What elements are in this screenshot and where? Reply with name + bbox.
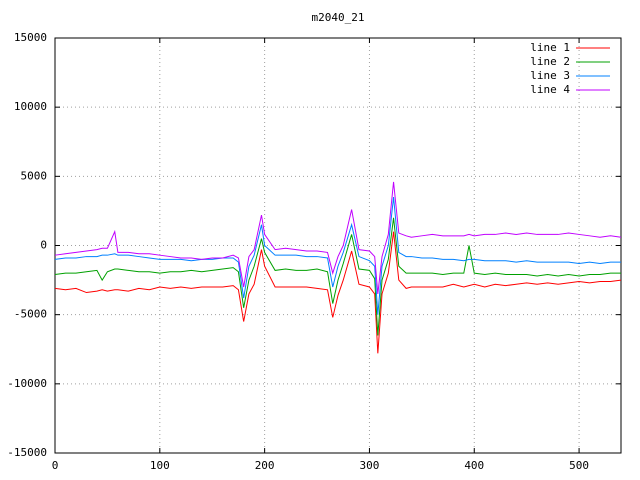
chart-title: m2040_21	[312, 11, 365, 24]
x-tick-label: 0	[52, 459, 59, 472]
x-tick-label: 100	[150, 459, 170, 472]
data-line	[54, 231, 622, 354]
plot-frame	[54, 37, 622, 454]
data-line	[54, 181, 622, 294]
x-tick-label: 400	[464, 459, 484, 472]
data-line	[54, 217, 621, 336]
y-tick-label: 0	[40, 239, 47, 252]
y-tick-label: -5000	[14, 308, 47, 321]
y-tick-label: 5000	[21, 169, 48, 182]
legend-label: line 3	[530, 69, 570, 82]
y-tick-label: 15000	[14, 31, 47, 44]
y-tick-label: -10000	[7, 377, 47, 390]
legend-label: line 4	[530, 83, 570, 96]
y-tick-label: -15000	[7, 446, 47, 459]
legend-label: line 2	[530, 55, 570, 68]
x-tick-label: 300	[360, 459, 380, 472]
x-tick-label: 200	[255, 459, 275, 472]
legend-label: line 1	[530, 41, 570, 54]
y-tick-label: 10000	[14, 100, 47, 113]
x-tick-label: 500	[569, 459, 589, 472]
data-line	[54, 197, 621, 315]
